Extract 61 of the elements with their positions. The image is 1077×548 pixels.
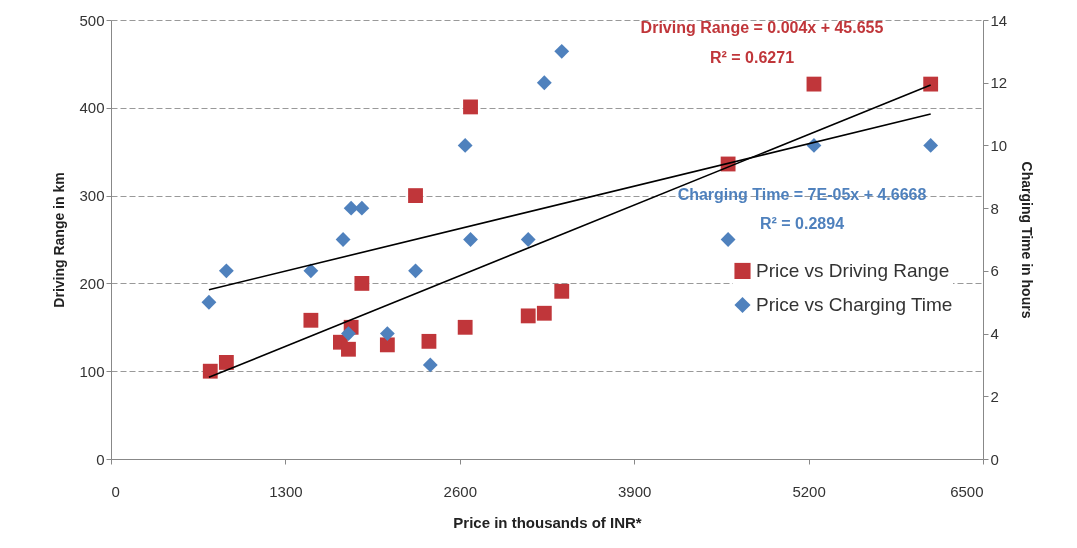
- y2-tick-label: 8: [990, 199, 999, 217]
- y2-tick-label: 10: [990, 136, 1008, 154]
- y-tick-label: 300: [79, 187, 105, 205]
- point: [923, 138, 939, 153]
- y2-tick-label: 0: [990, 450, 999, 468]
- point: [218, 355, 234, 370]
- annotation: R² = 0.6271: [709, 49, 795, 66]
- point: [341, 326, 356, 341]
- point: [806, 76, 822, 92]
- point: [303, 263, 319, 279]
- point: [421, 333, 437, 349]
- y-tick-label: 400: [79, 99, 105, 117]
- annotation: Driving Range = 0.004x + 45.655: [640, 19, 884, 36]
- point: [354, 200, 370, 216]
- y2-tick-label: 6: [990, 262, 999, 280]
- y-tick-label: 200: [79, 274, 105, 292]
- x-tick-label: 1300: [269, 482, 303, 500]
- point: [379, 326, 395, 341]
- x-axis-title: Price in thousands of INR*: [453, 513, 642, 531]
- point: [520, 308, 536, 324]
- point: [408, 188, 423, 204]
- x-tick-label: 2600: [443, 482, 477, 500]
- point: [341, 341, 356, 357]
- point: [202, 363, 218, 379]
- point: [536, 305, 552, 321]
- point: [354, 275, 370, 291]
- point: [408, 263, 423, 279]
- point: [457, 138, 473, 153]
- point: [379, 337, 395, 353]
- point: [554, 43, 570, 59]
- x-tick-label: 3900: [618, 482, 652, 500]
- point: [554, 283, 570, 299]
- annotation: R² = 0.2894: [759, 215, 845, 232]
- annotation: Charging Time = 7E-05x + 4.6668: [677, 186, 927, 203]
- point: [201, 294, 217, 310]
- y-tick-label: 100: [79, 362, 105, 380]
- point: [720, 232, 736, 247]
- legend-label: Price vs Driving Range: [756, 259, 950, 281]
- point: [457, 319, 473, 335]
- legend-label: Price vs Charging Time: [756, 293, 953, 315]
- y2-tick-label: 2: [990, 387, 999, 405]
- y-tick-label: 500: [79, 11, 105, 29]
- y2-tick-label: 14: [990, 11, 1008, 29]
- point: [463, 99, 478, 115]
- point: [343, 200, 359, 216]
- y-tick-label: 0: [96, 450, 105, 468]
- y2-axis-title: Charging Time in hours: [1019, 161, 1036, 319]
- point: [520, 232, 536, 247]
- y2-tick-label: 4: [990, 325, 999, 343]
- x-tick-label: 0: [111, 482, 120, 500]
- x-tick-label: 6500: [950, 482, 984, 500]
- y-axis-title: Driving Range in km: [51, 172, 68, 308]
- point: [335, 232, 351, 247]
- y2-tick-label: 12: [990, 74, 1008, 92]
- point: [463, 232, 478, 247]
- point: [923, 76, 939, 92]
- point: [422, 357, 438, 373]
- x-tick-label: 5200: [792, 482, 826, 500]
- point: [218, 263, 234, 279]
- point: [303, 312, 319, 328]
- point: [536, 75, 552, 91]
